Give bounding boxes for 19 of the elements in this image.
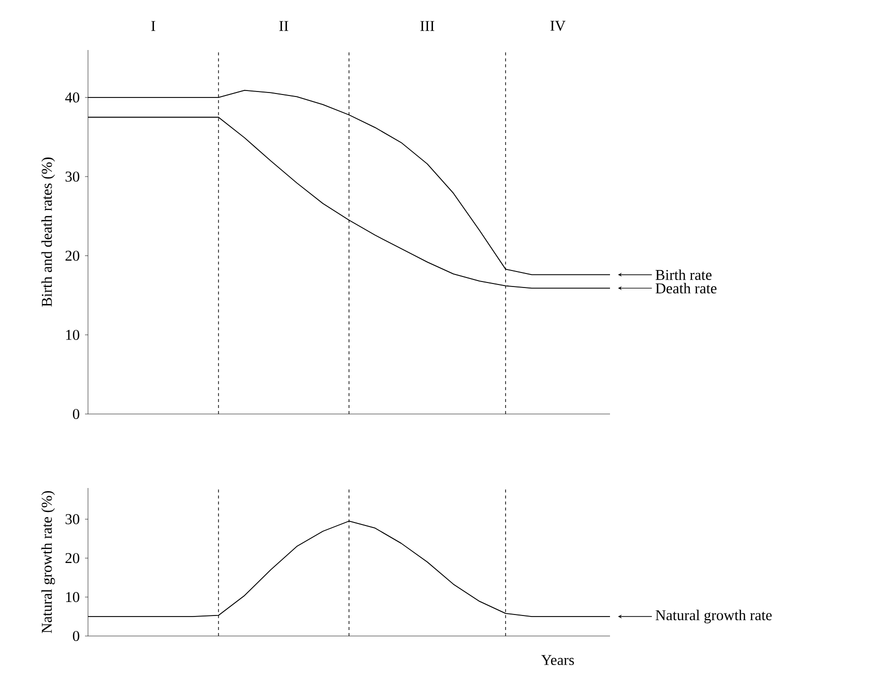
y-tick-label: 40 <box>65 92 80 103</box>
y-tick-label: 10 <box>66 592 80 602</box>
text: III <box>420 21 434 31</box>
y-tick-label: 0 <box>72 408 80 420</box>
text: IV <box>550 20 566 31</box>
legend-label: Natural growth rate <box>656 610 772 624</box>
y-tick-label: 10 <box>66 330 80 340</box>
y-tick-label: 0 <box>72 630 80 642</box>
text: II <box>279 21 288 31</box>
y-tick-label: 20 <box>66 250 80 261</box>
text: I <box>151 21 156 31</box>
legend-label: Death rate <box>656 282 716 294</box>
y-tick-label: 20 <box>66 553 80 564</box>
y-axis-title: Birth and death rates (%) <box>41 158 55 307</box>
y-tick-label: 30 <box>66 172 80 182</box>
x-axis-title: Years <box>541 655 574 666</box>
legend-label: Birth rate <box>656 269 712 280</box>
y-tick-label: 30 <box>66 514 80 524</box>
y-axis-title: Natural growth rate (%) <box>41 491 55 634</box>
